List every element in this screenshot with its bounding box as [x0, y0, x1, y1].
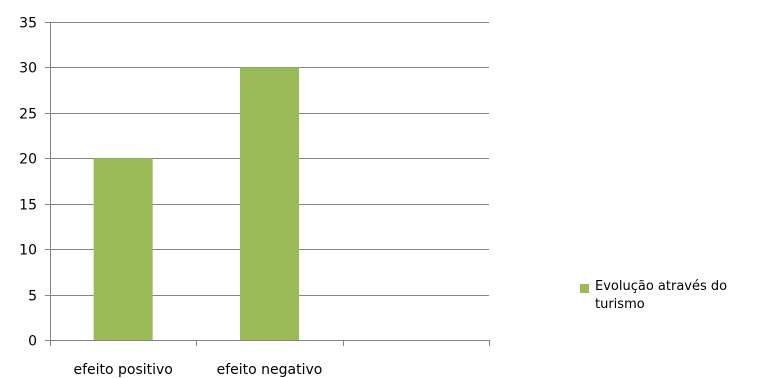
- y-tick-label: 25: [19, 107, 37, 123]
- legend-swatch: [580, 284, 589, 293]
- legend: Evolução através do turismo: [580, 278, 761, 314]
- axes: [45, 22, 490, 346]
- bars: [93, 67, 299, 340]
- x-category-labels: efeito positivo efeito negativo: [73, 362, 322, 378]
- y-tick-label: 0: [28, 334, 37, 350]
- x-category-label: efeito negativo: [217, 362, 323, 378]
- y-tick-label: 5: [28, 289, 37, 305]
- bar: [240, 67, 299, 340]
- y-tick-label: 10: [19, 243, 37, 259]
- legend-label: Evolução através do turismo: [595, 279, 728, 312]
- x-category-label: efeito positivo: [73, 362, 172, 378]
- y-tick-label: 15: [19, 198, 37, 214]
- y-tick-label: 20: [19, 152, 37, 168]
- y-tick-label: 35: [19, 16, 37, 32]
- y-tick-labels: 0 5 10 15 20 25 30 35: [19, 16, 37, 350]
- bar: [93, 158, 153, 340]
- y-tick-label: 30: [19, 61, 37, 77]
